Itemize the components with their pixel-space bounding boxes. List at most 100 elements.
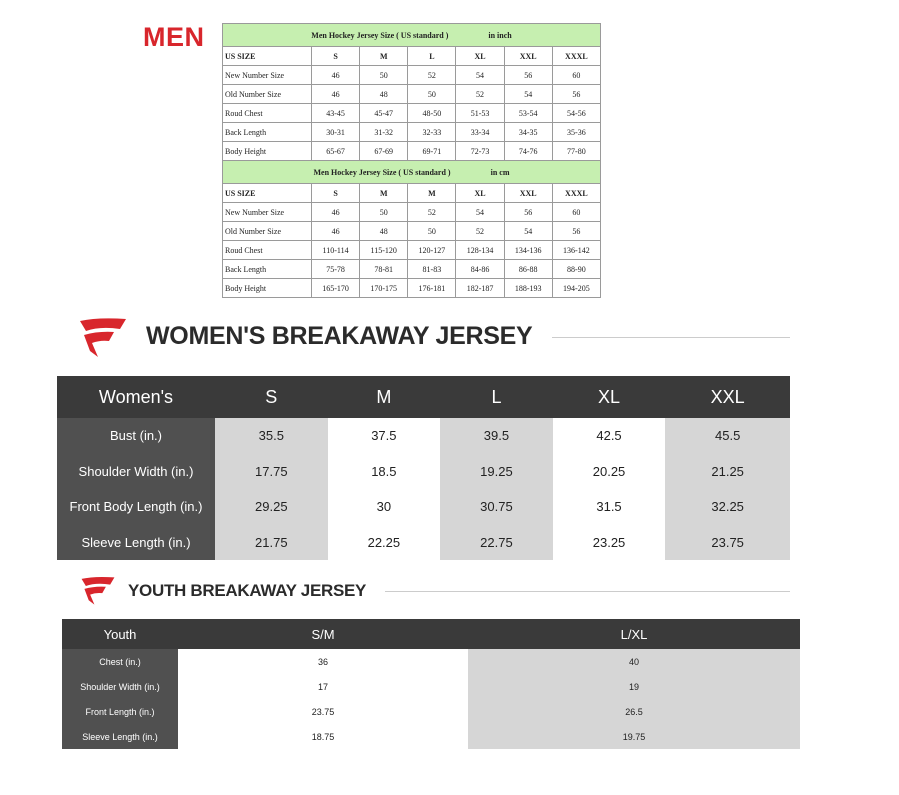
table-cell: 67-69 [359,141,409,161]
table-row: Body Height 65-67 67-69 69-71 72-73 74-76 77-8… [222,141,602,161]
table-row: Front Length (in.) 23.75 26.5 [62,699,800,724]
table-title: Men Hockey Jersey Size ( US standard ) [311,30,449,40]
column-header: S [310,46,361,66]
column-header: Youth [62,619,178,649]
table-cell: 56 [503,202,553,222]
table-cell: 32-33 [407,122,457,142]
table-cell: 43-45 [310,103,361,123]
table-row: New Number Size 46 50 52 54 56 60 [222,202,602,222]
table-cell: 34-35 [503,122,553,142]
row-label: New Number Size [222,65,312,85]
women-section-title: WOMEN'S BREAKAWAY JERSEY [146,322,533,350]
table-cell: 19.25 [440,453,553,489]
row-label: Shoulder Width (in.) [57,453,215,489]
table-row: Roud Chest 110-114 115-120 120-127 128-134 13… [222,240,602,260]
table-cell: 48 [359,84,409,104]
brand-logo-icon [81,576,115,605]
table-cell: 50 [359,65,409,85]
column-header: XXL [665,376,790,418]
table-cell: 26.5 [468,699,800,724]
men-label: MEN [143,22,205,52]
table-cell: 56 [551,84,602,104]
column-header: US SIZE [222,46,312,66]
table-cell: 33-34 [455,122,505,142]
table-cell: 22.25 [367,534,401,550]
table-title: Men Hockey Jersey Size ( US standard ) [313,167,451,177]
table-cell: 50 [359,202,409,222]
table-cell: 54 [503,84,553,104]
table-cell: 46 [310,221,361,241]
women-size-table: Women's S M L XL XXL Bust (in.) 35.5 37.5 39.5 42… [57,376,790,560]
column-header: XL [455,46,505,66]
table-cell: 37.5 [371,428,397,444]
table-cell: 52 [455,84,505,104]
column-header: M [359,46,409,66]
table-cell: 50 [407,221,457,241]
column-header: Women's [57,376,215,418]
row-label: Sleeve Length (in.) [62,724,178,749]
table-row: Shoulder Width (in.) 17.75 18.5 19.25 20.25 2… [57,453,790,489]
column-header: XL [552,376,666,418]
table-row: Body Height 165-170 170-175 176-181 182-187 1… [222,278,602,298]
table-row: Back Length 30-31 31-32 32-33 33-34 34-35 35-3… [222,122,602,142]
men-size-table: Men Hockey Jersey Size ( US standard ) in… [222,23,602,298]
column-header: XXL [503,183,553,203]
table-cell: 21.75 [215,524,328,560]
column-header: XL [455,183,505,203]
table-cell: 53-54 [503,103,553,123]
table-cell: 50 [407,84,457,104]
table-cell: 60 [551,202,602,222]
column-header: S/M [178,619,469,649]
table-cell: 54 [455,65,505,85]
table-cell: 23.75 [311,706,335,717]
table-cell: 52 [407,202,457,222]
table-cell: 32.25 [665,489,790,525]
table-cell: 77-80 [551,141,602,161]
table-cell: 23.75 [665,524,790,560]
table-cell: 56 [503,65,553,85]
table-cell: 56 [551,221,602,241]
table-cell: 60 [551,65,602,85]
table-cell: 78-81 [359,259,409,279]
column-header: XXXL [551,46,602,66]
column-header: L [440,376,553,418]
table-cell: 51-53 [455,103,505,123]
table-row: Bust (in.) 35.5 37.5 39.5 42.5 45.5 [57,418,790,454]
table-cell: 30-31 [310,122,361,142]
table-cell: 35.5 [215,418,328,454]
table-cell: 17 [318,681,329,692]
table-cell: 42.5 [596,428,622,444]
table-cell: 72-73 [455,141,505,161]
table-cell: 29.25 [215,489,328,525]
table-cell: 120-127 [407,240,457,260]
table-cell: 19 [468,674,800,699]
table-cell: 194-205 [551,278,602,298]
table-row: Shoulder Width (in.) 17 19 [62,674,800,699]
table-cell: 176-181 [407,278,457,298]
table-cell: 30 [376,499,392,515]
table-cell: 182-187 [455,278,505,298]
table-cell: 52 [455,221,505,241]
table-cell: 46 [310,202,361,222]
table-unit: in inch [488,30,512,40]
row-label: Roud Chest [222,103,312,123]
column-header: XXXL [551,183,602,203]
table-row: Sleeve Length (in.) 21.75 22.25 22.75 23.25 2… [57,524,790,560]
table-row: Sleeve Length (in.) 18.75 19.75 [62,724,800,749]
men-size-header-row: US SIZE S M L XL XXL XXXL [222,46,602,66]
table-cell: 48-50 [407,103,457,123]
divider [385,591,790,592]
table-cell: 75-78 [310,259,361,279]
table-cell: 110-114 [310,240,361,260]
table-cell: 188-193 [503,278,553,298]
table-cell: 86-88 [503,259,553,279]
table-row: Chest (in.) 36 40 [62,649,800,674]
row-label: Back Length [222,122,312,142]
table-cell: 170-175 [359,278,409,298]
youth-section-title: YOUTH BREAKAWAY JERSEY [128,581,367,600]
table-cell: 21.25 [665,453,790,489]
row-label: Front Length (in.) [62,699,178,724]
row-label: Old Number Size [222,84,312,104]
table-cell: 45.5 [665,418,790,454]
table-cell: 23.25 [592,534,626,550]
